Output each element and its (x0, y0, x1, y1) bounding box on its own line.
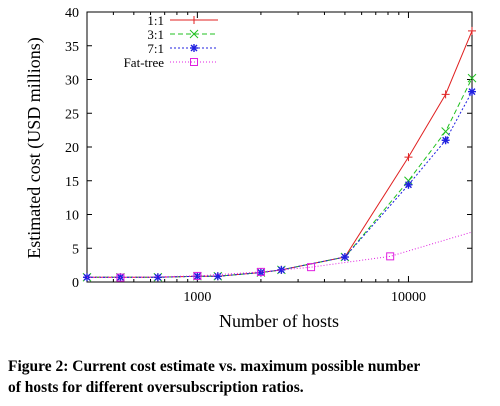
data-point (468, 26, 476, 35)
data-point (256, 268, 265, 277)
legend-label: Fat-tree (124, 55, 165, 70)
data-point (340, 253, 349, 262)
data-point (190, 44, 198, 52)
y-tick-label: 10 (65, 209, 79, 224)
series-line (87, 91, 473, 278)
data-point (256, 267, 265, 276)
x-tick-label: 1000 (183, 290, 211, 305)
data-point (404, 153, 413, 162)
data-point (277, 265, 286, 274)
data-point (467, 73, 477, 83)
data-point (116, 273, 125, 282)
caption-line-1: Figure 2: Current cost estimate vs. maxi… (8, 358, 421, 375)
caption-line-2: of hosts for different oversubscription … (8, 379, 304, 396)
figure-caption: Figure 2: Current cost estimate vs. maxi… (8, 356, 496, 398)
data-point (153, 273, 162, 282)
data-point (190, 58, 198, 66)
data-point (189, 29, 199, 39)
data-point (190, 16, 198, 24)
series-7-1 (83, 87, 476, 282)
data-point (468, 87, 476, 96)
legend-label: 1:1 (147, 13, 164, 28)
y-tick-label: 5 (72, 242, 79, 257)
series-line (87, 77, 473, 278)
data-point (441, 127, 450, 136)
y-tick-label: 25 (65, 107, 79, 122)
y-axis-label: Estimated cost (USD millions) (24, 37, 45, 258)
legend-label: 3:1 (147, 27, 164, 42)
data-point (307, 263, 316, 272)
data-point (441, 136, 450, 145)
data-point (404, 176, 413, 186)
data-point (213, 272, 222, 281)
y-tick-label: 35 (65, 40, 79, 55)
legend-label: 7:1 (147, 41, 164, 56)
y-tick-label: 40 (65, 6, 79, 21)
data-point (441, 90, 450, 99)
y-tick-label: 0 (72, 276, 79, 291)
series-line (86, 231, 473, 279)
y-tick-label: 30 (65, 74, 79, 89)
x-axis-label: Number of hosts (219, 311, 339, 331)
x-tick-label: 10000 (391, 290, 426, 305)
data-point (404, 180, 413, 189)
y-tick-label: 20 (65, 141, 79, 156)
series-fat-tree (86, 231, 473, 282)
y-tick-label: 15 (65, 175, 79, 190)
data-point (193, 271, 202, 280)
series-3-1 (82, 73, 477, 282)
data-point (386, 252, 395, 261)
